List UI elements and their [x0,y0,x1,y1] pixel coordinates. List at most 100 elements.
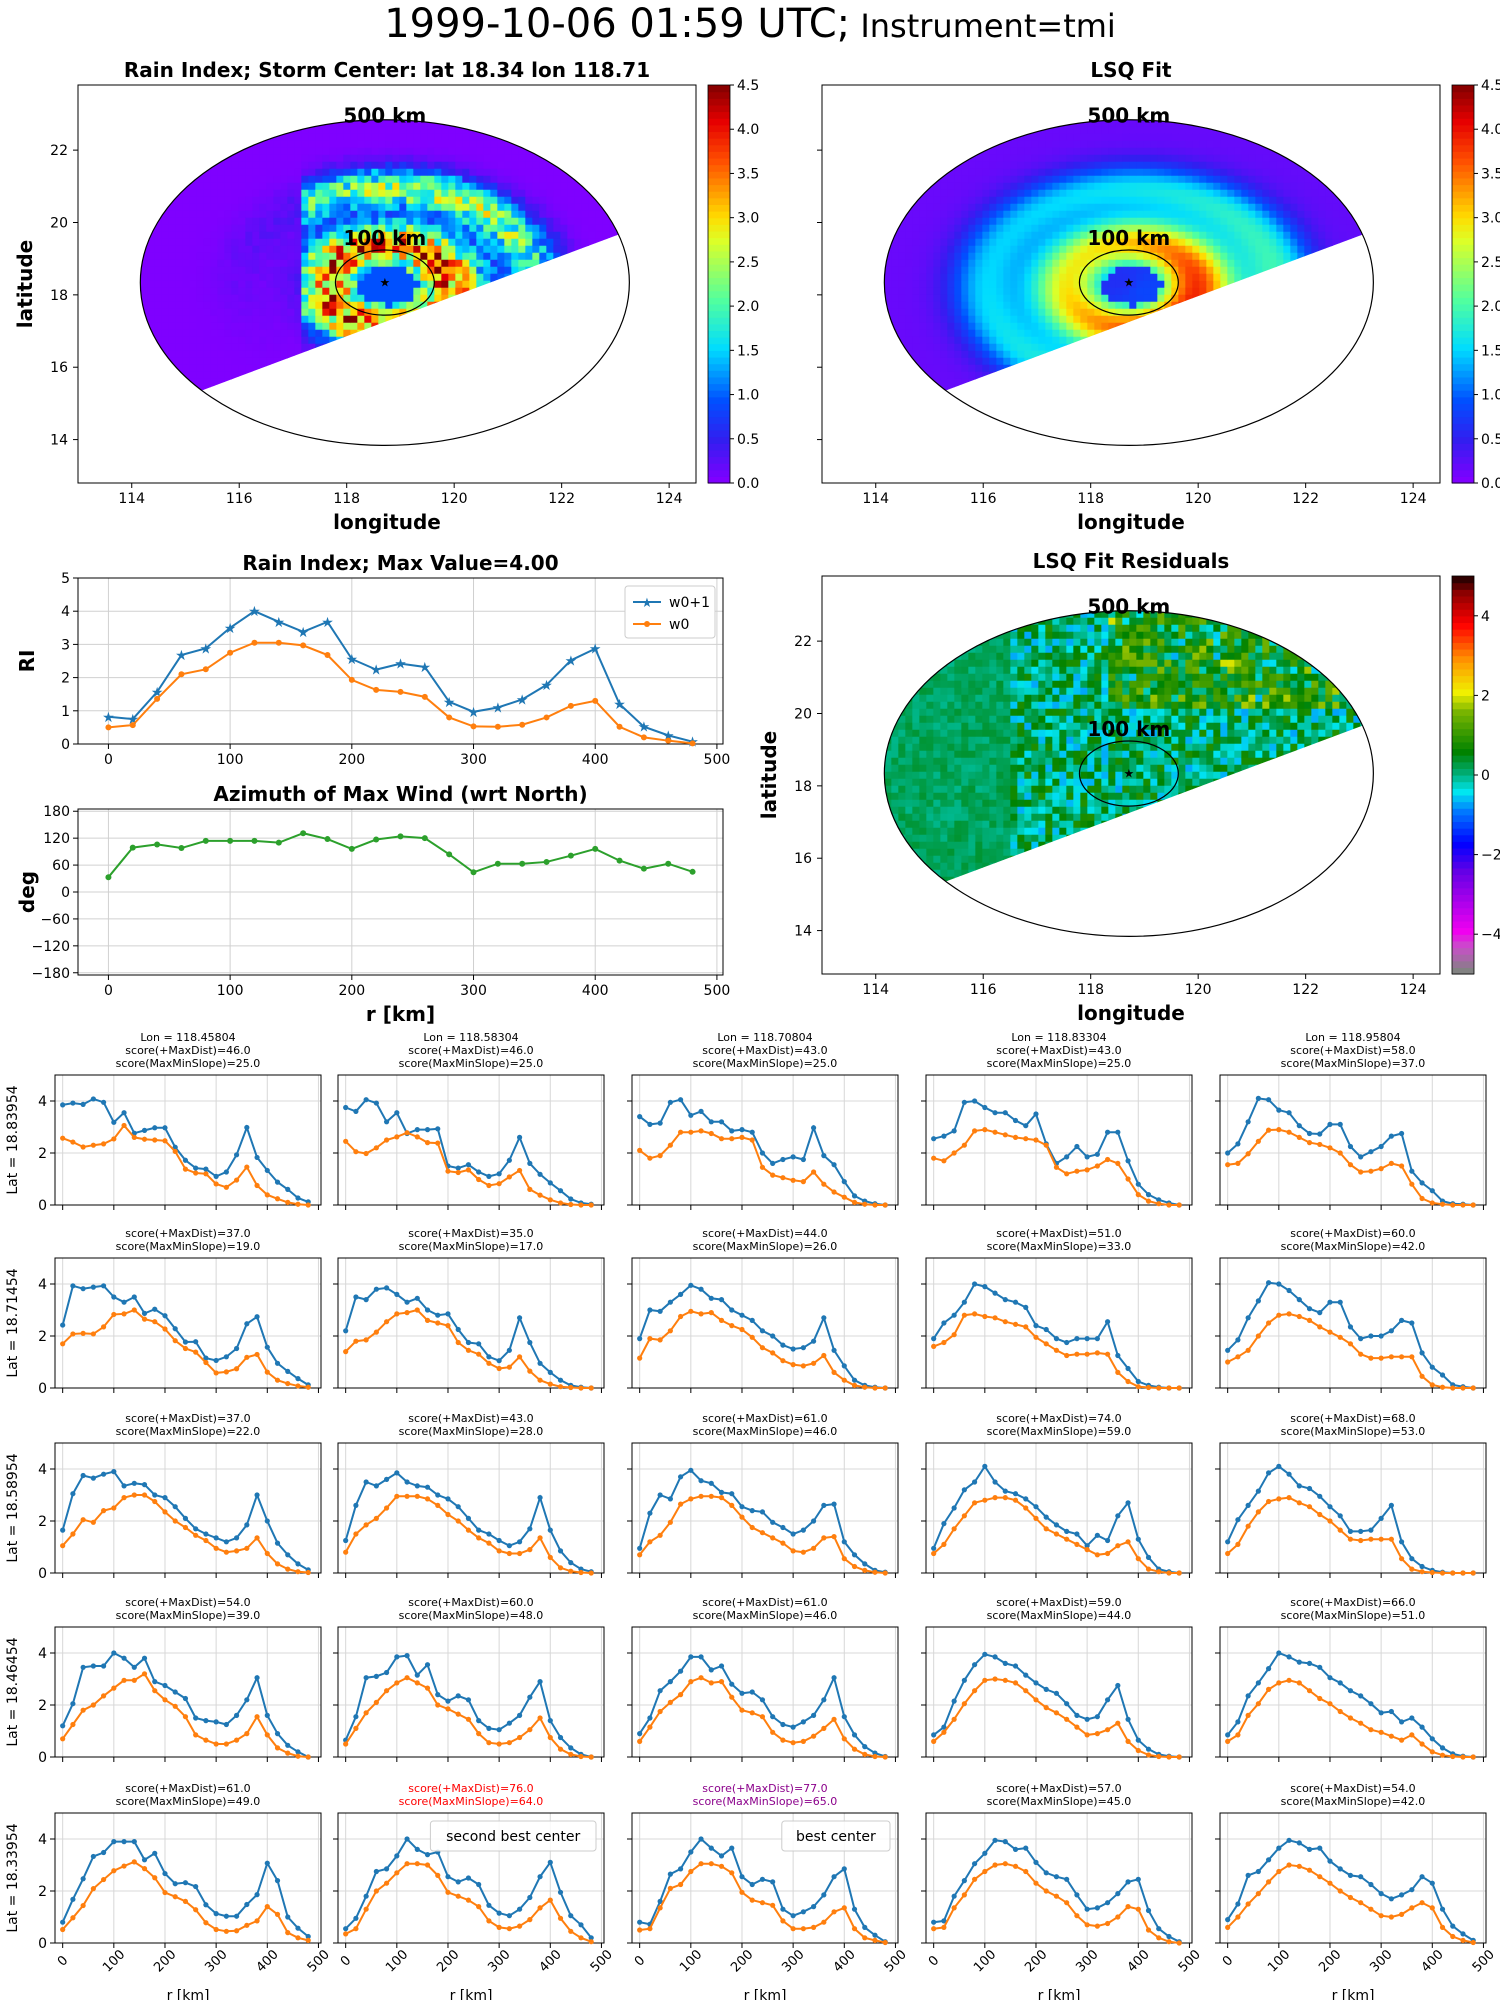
map-cell [161,301,169,310]
map-cell [539,140,547,149]
map-cell [1038,399,1046,408]
map-cell [982,427,990,436]
map-cell [371,364,379,373]
map-cell [168,378,176,387]
map-cell [441,133,449,142]
map-cell [441,154,449,163]
map-cell [280,357,288,366]
map-cell [968,350,976,359]
map-cell [581,336,589,345]
map-cell [518,294,526,303]
map-cell [427,168,435,177]
colorbar-segment [708,144,730,152]
map-cell [357,434,365,443]
map-cell [210,357,218,366]
map-cell [975,119,983,128]
map-cell [175,154,183,163]
map-cell [343,294,351,303]
map-cell [189,154,197,163]
map-cell [504,434,512,443]
map-cell [1017,315,1025,324]
map-cell [539,147,547,156]
map-cell [1094,434,1102,443]
map-cell [217,427,225,436]
map-cell [560,371,568,380]
map-cell [490,259,498,268]
map-cell [308,385,316,394]
map-cell [968,133,976,142]
map-cell [1066,252,1074,261]
map-cell [392,385,400,394]
map-cell [329,266,337,275]
map-cell [385,378,393,387]
map-cell [567,266,575,275]
map-cell [602,420,610,429]
map-cell [259,182,267,191]
map-cell [1115,203,1123,212]
map-cell [147,245,155,254]
map-cell [1101,406,1109,415]
map-cell [280,273,288,282]
map-cell [448,427,456,436]
map-cell [546,280,554,289]
map-cell [217,259,225,268]
map-cell [504,154,512,163]
map-cell [182,427,190,436]
map-cell [161,168,169,177]
map-cell [898,196,906,205]
map-cell [189,224,197,233]
map-cell [266,371,274,380]
map-cell [245,385,253,394]
map-cell [1115,245,1123,254]
map-cell [210,406,218,415]
map-cell [252,343,260,352]
map-cell [1101,182,1109,191]
map-cell [378,210,386,219]
map-cell [364,329,372,338]
map-cell [968,231,976,240]
map-cell [1017,119,1025,128]
map-cell [420,343,428,352]
map-cell [329,385,337,394]
map-cell [259,385,267,394]
colorbar-segment [708,124,730,133]
map-cell [926,126,934,135]
map-cell [1073,322,1081,331]
map-cell [210,308,218,317]
map-cell [315,294,323,303]
map-cell [532,350,540,359]
map-cell [539,336,547,345]
map-cell [1087,210,1095,219]
map-cell [532,308,540,317]
map-cell [884,231,892,240]
map-cell [539,273,547,282]
map-cell [1024,308,1032,317]
map-cell [588,119,596,128]
map-cell [147,280,155,289]
map-cell [175,266,183,275]
map-cell [1073,385,1081,394]
map-cell [1031,175,1039,184]
map-cell [1052,133,1060,142]
map-cell [336,434,344,443]
map-cell [287,161,295,170]
map-cell [336,168,344,177]
map-cell [581,399,589,408]
map-cell [140,392,148,401]
map-cell [581,196,589,205]
map-cell [623,357,630,366]
map-cell [1010,119,1018,128]
map-cell [294,420,302,429]
map-cell [504,119,512,128]
map-cell [1108,322,1116,331]
map-cell [588,266,596,275]
map-cell [448,350,456,359]
map-cell [595,140,603,149]
map-cell [315,245,323,254]
map-cell [490,203,498,212]
map-cell [287,392,295,401]
map-cell [266,154,274,163]
map-cell [912,224,920,233]
map-cell [448,224,456,233]
map-cell [1073,343,1081,352]
